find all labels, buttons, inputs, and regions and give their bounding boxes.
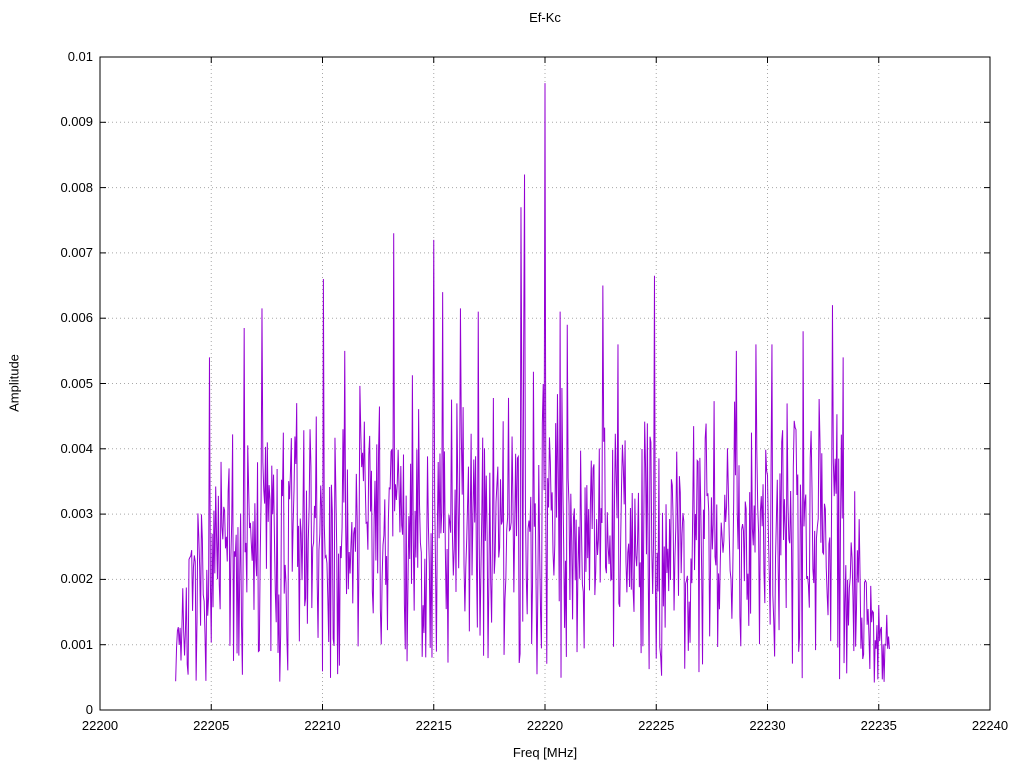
x-tick-label: 22210 [304,718,341,733]
y-tick-label: 0.007 [60,244,93,260]
x-tick-label: 22235 [860,718,897,733]
y-tick-label: 0.003 [60,506,93,522]
x-tick-label: 22205 [193,718,230,733]
x-tick-label: 22200 [81,718,119,733]
y-tick-label: 0.005 [60,375,93,391]
chart-title: Ef-Kc [529,10,561,25]
y-tick-label: 0.001 [60,636,93,652]
y-tick-label: 0.002 [60,571,93,587]
y-tick-label: 0 [85,702,93,717]
y-tick-label: 0.009 [60,114,93,130]
y-tick-label: 0.006 [60,310,93,326]
y-tick-label: 0.004 [60,440,93,456]
x-axis-label: Freq [MHz] [512,745,578,760]
y-tick-label: 0.008 [60,179,93,195]
x-tick-label: 22230 [749,718,786,733]
x-tick-label: 22215 [415,718,452,733]
axis-ticks [99,56,991,711]
x-tick-label: 22225 [638,718,675,733]
x-tick-label: 22220 [526,718,564,733]
y-tick-label: 0.01 [67,49,93,64]
x-tick-label: 22240 [971,718,1009,733]
series-line [175,83,890,683]
